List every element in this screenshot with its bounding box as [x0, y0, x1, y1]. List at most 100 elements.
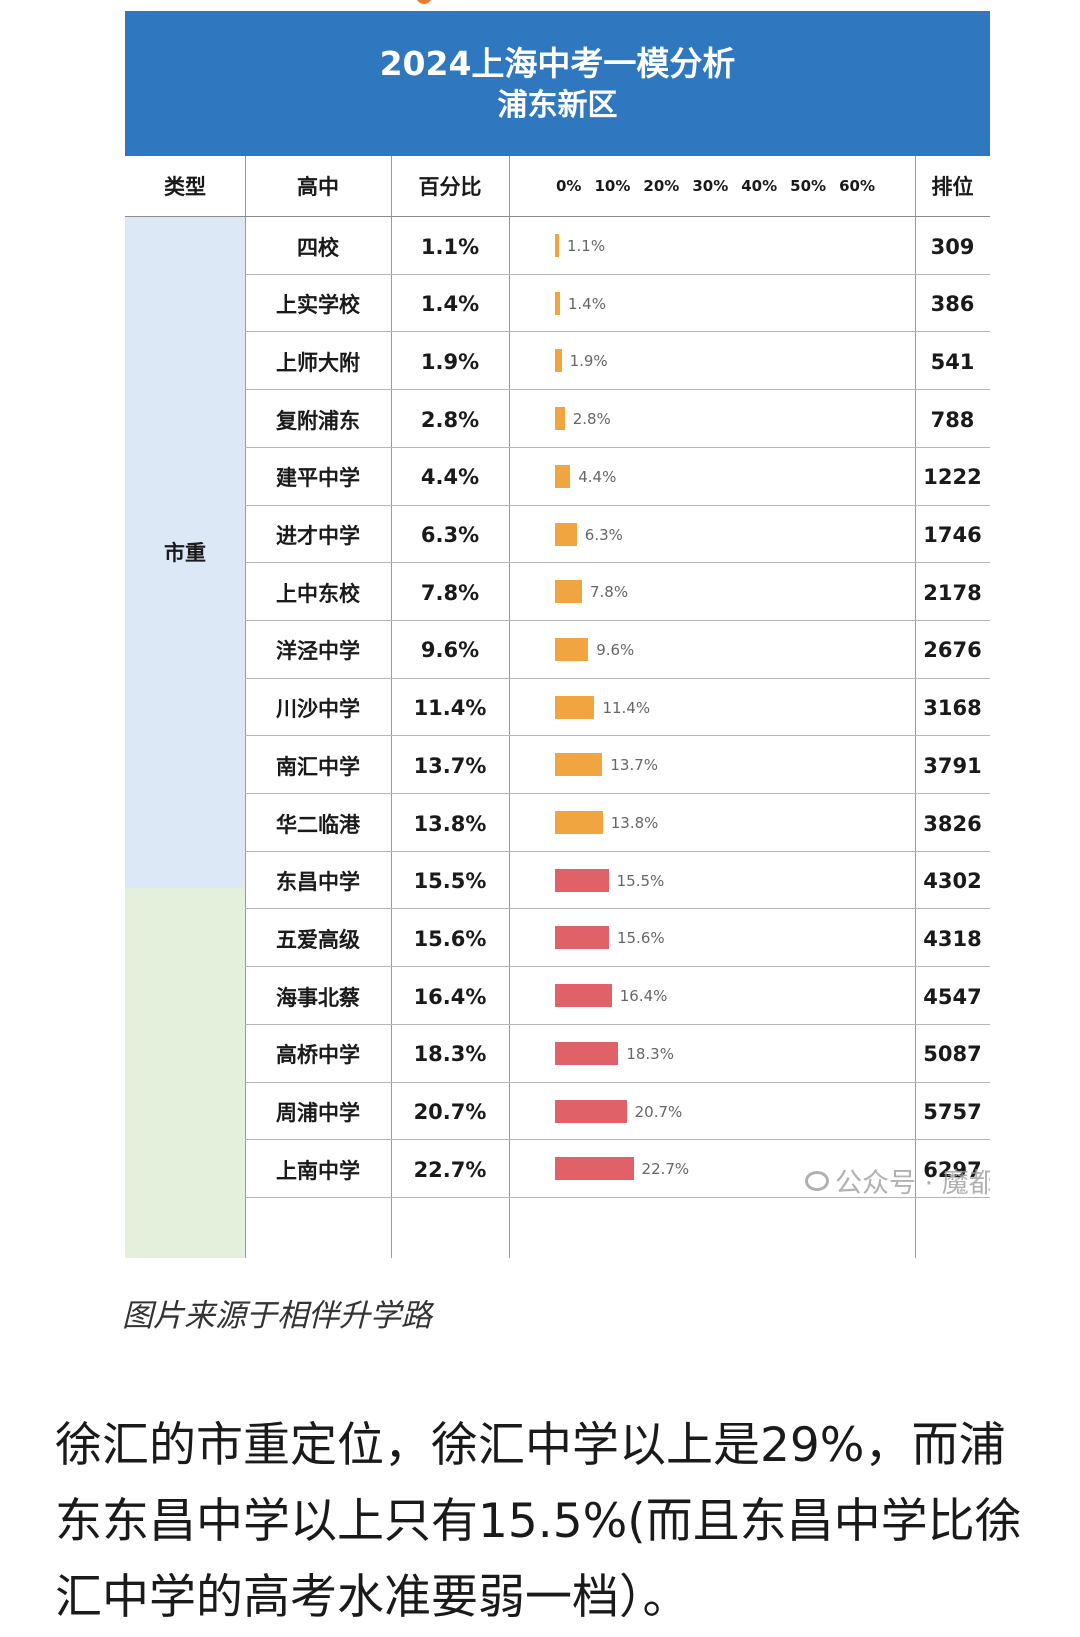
percent-value: 1.1% [420, 234, 480, 259]
scale-tick-label: 30% [692, 177, 729, 195]
bar-label: 16.4% [619, 987, 668, 1006]
grid-line [245, 389, 990, 391]
table-row: 上中东校 7.8% 7.8% 2178 [245, 562, 990, 623]
percent-value: 9.6% [420, 638, 480, 663]
percent-value: 1.4% [420, 292, 480, 317]
percent-bar [555, 1041, 619, 1065]
table-row: 华二临港 13.8% 13.8% 3826 [245, 793, 990, 854]
rank-value: 3168 [923, 696, 982, 721]
rank-value: 3826 [923, 811, 982, 836]
school-name: 上师大附 [276, 350, 360, 375]
grid-line [245, 966, 990, 968]
analysis-image: 2024上海中考一模分析 浦东新区 类型 高中 百分比 0% 10% 20% 30% 4… [125, 11, 990, 1258]
grid-line [915, 156, 916, 1258]
rank-value: 309 [930, 234, 975, 259]
school-name: 四校 [297, 235, 339, 260]
school-name: 川沙中学 [276, 697, 360, 722]
school-name: 复附浦东 [276, 408, 360, 433]
percent-value: 11.4% [413, 696, 487, 721]
table-row: 洋泾中学 9.6% 9.6% 2676 [245, 620, 990, 681]
percent-value: 4.4% [420, 465, 480, 490]
percent-bar [555, 464, 571, 488]
rank-value: 788 [930, 407, 975, 432]
school-name: 高桥中学 [276, 1043, 360, 1068]
watermark-text: 公众号 · 魔都买房观察 [835, 1168, 990, 1199]
percent-bar [555, 753, 603, 777]
grid-line [245, 446, 990, 448]
col-header-type: 类型 [164, 175, 206, 199]
grid-line [245, 504, 990, 506]
bar-label: 15.5% [616, 871, 665, 890]
rank-value: 1222 [923, 465, 982, 490]
bar-label: 18.3% [626, 1044, 674, 1063]
school-name: 五爱高级 [276, 927, 360, 952]
banner-subtitle: 浦东新区 [497, 87, 618, 123]
table-row: 建平中学 4.4% 4.4% 1222 [245, 447, 990, 508]
table-row: 南汇中学 13.7% 13.7% 3791 [245, 735, 990, 796]
rank-value: 6297 [923, 1157, 982, 1182]
scale-tick-label: 60% [839, 177, 875, 195]
table-row: 五爱高级 15.6% 15.6% 4318 [245, 908, 990, 969]
table-row: 进才中学 6.3% 6.3% 1746 [245, 505, 990, 566]
grid-line [245, 1196, 990, 1198]
percent-value: 15.5% [413, 869, 487, 894]
rank-value: 2178 [923, 580, 982, 605]
bar-label: 2.8% [572, 410, 611, 429]
table-row: 上实学校 1.4% 1.4% 386 [245, 274, 990, 335]
bar-label: 15.6% [616, 929, 665, 948]
percent-bar [555, 522, 577, 546]
table-row: 高桥中学 18.3% 18.3% 5087 [245, 1024, 990, 1085]
bar-label: 1.4% [567, 294, 606, 313]
rank-value: 386 [930, 292, 975, 317]
percent-bar [555, 234, 559, 257]
percent-bar [555, 407, 565, 431]
type-cell-district [125, 888, 245, 1258]
school-name: 东昌中学 [276, 870, 360, 895]
percent-bar [555, 637, 589, 661]
banner-title: 2024上海中考一模分析 [379, 43, 736, 83]
table-row: 上南中学 22.7% 22.7% 6297 [245, 1139, 990, 1200]
bar-label: 1.9% [569, 352, 608, 371]
percent-value: 22.7% [413, 1157, 487, 1182]
percent-value: 1.9% [420, 349, 480, 374]
scale-tick-label: 40% [741, 177, 778, 195]
rank-value: 541 [930, 349, 975, 374]
col-header-school: 高中 [297, 175, 339, 199]
scale-tick-label: 20% [643, 177, 680, 195]
bar-label: 9.6% [596, 640, 635, 659]
rank-value: 5087 [923, 1042, 982, 1067]
rank-value: 5757 [923, 1100, 982, 1124]
percent-value: 6.3% [420, 523, 480, 547]
grid-line [245, 562, 990, 564]
percent-value: 13.7% [413, 753, 487, 778]
grid-line [245, 850, 990, 852]
school-name: 华二临港 [276, 812, 360, 837]
grid-line [245, 1023, 990, 1025]
image-caption: 图片来源于相伴升学路 [122, 1298, 432, 1334]
bar-label: 6.3% [584, 525, 623, 544]
percent-bar [555, 926, 609, 950]
grid-line [509, 156, 510, 1258]
grid-line [245, 619, 990, 621]
rank-value: 4318 [923, 926, 982, 951]
article-paragraph: 徐汇的市重定位，徐汇中学以上是29%，而浦东东昌中学以上只有15.5%(而且东昌… [55, 1418, 1022, 1625]
table-row: 四校 1.1% 1.1% 309 [245, 216, 990, 277]
bar-label: 13.7% [610, 756, 659, 775]
percent-value: 18.3% [413, 1042, 487, 1067]
table-row: 上师大附 1.9% 1.9% 541 [245, 331, 990, 392]
type-cell-city-key: 市重 [125, 216, 245, 888]
col-header-percent: 百分比 [418, 175, 482, 199]
school-name: 海事北蔡 [276, 985, 360, 1010]
rank-value: 3791 [923, 753, 982, 778]
scale-tick-label: 50% [790, 177, 827, 195]
grid-line [245, 331, 990, 333]
school-name: 周浦中学 [276, 1101, 360, 1125]
school-name: 上实学校 [276, 293, 360, 318]
grid-line [125, 216, 990, 217]
percent-bar [555, 1099, 627, 1123]
percent-bar [555, 349, 562, 373]
bar-label: 13.8% [610, 814, 659, 832]
rank-value: 4547 [923, 984, 982, 1009]
percent-value: 20.7% [413, 1100, 487, 1124]
percent-bar [555, 695, 595, 719]
